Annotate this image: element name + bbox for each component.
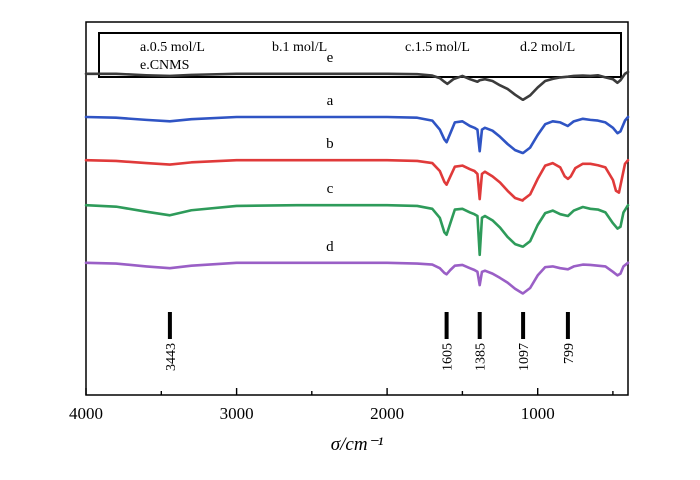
series-line-e — [84, 70, 630, 102]
legend-entry-e: e.CNMS — [140, 58, 189, 73]
annotation-label-3443: 3443 — [164, 343, 179, 371]
x-axis-label: σ/cm⁻¹ — [331, 434, 384, 455]
legend-entry-a: a.0.5 mol/L — [140, 40, 205, 55]
legend-entry-d: d.2 mol/L — [520, 40, 575, 55]
legend-entry-b: b.1 mol/L — [272, 40, 327, 55]
legend-entry-c: c.1.5 mol/L — [405, 40, 470, 55]
series-label-a: a — [327, 93, 334, 109]
legend-box — [98, 32, 622, 78]
x-tick-label-3000: 3000 — [220, 404, 254, 423]
x-axis: 4000 3000 2000 1000 — [69, 388, 614, 423]
x-tick-label-4000: 4000 — [69, 404, 103, 423]
plot-frame — [85, 21, 629, 396]
series-labels: e a b c d — [326, 50, 334, 255]
series-line-a — [84, 115, 630, 155]
legend: a.0.5 mol/L b.1 mol/L c.1.5 mol/L d.2 mo… — [98, 32, 622, 78]
series-label-b: b — [326, 136, 334, 152]
annotation-label-1605: 1605 — [441, 343, 456, 371]
series-line-d — [84, 261, 630, 295]
annotation-label-1097: 1097 — [517, 343, 532, 371]
annotation-label-1385: 1385 — [474, 343, 489, 371]
series-label-d: d — [326, 239, 334, 255]
series-line-b — [84, 158, 630, 202]
annotations-group: 3443 1605 1385 1097 799 — [164, 312, 577, 371]
series-line-c — [84, 203, 630, 257]
series-label-c: c — [327, 181, 334, 197]
annotation-label-799: 799 — [562, 343, 577, 364]
series-label-e: e — [327, 50, 334, 66]
x-tick-label-2000: 2000 — [370, 404, 404, 423]
x-tick-label-1000: 1000 — [521, 404, 555, 423]
series-group — [84, 70, 630, 295]
